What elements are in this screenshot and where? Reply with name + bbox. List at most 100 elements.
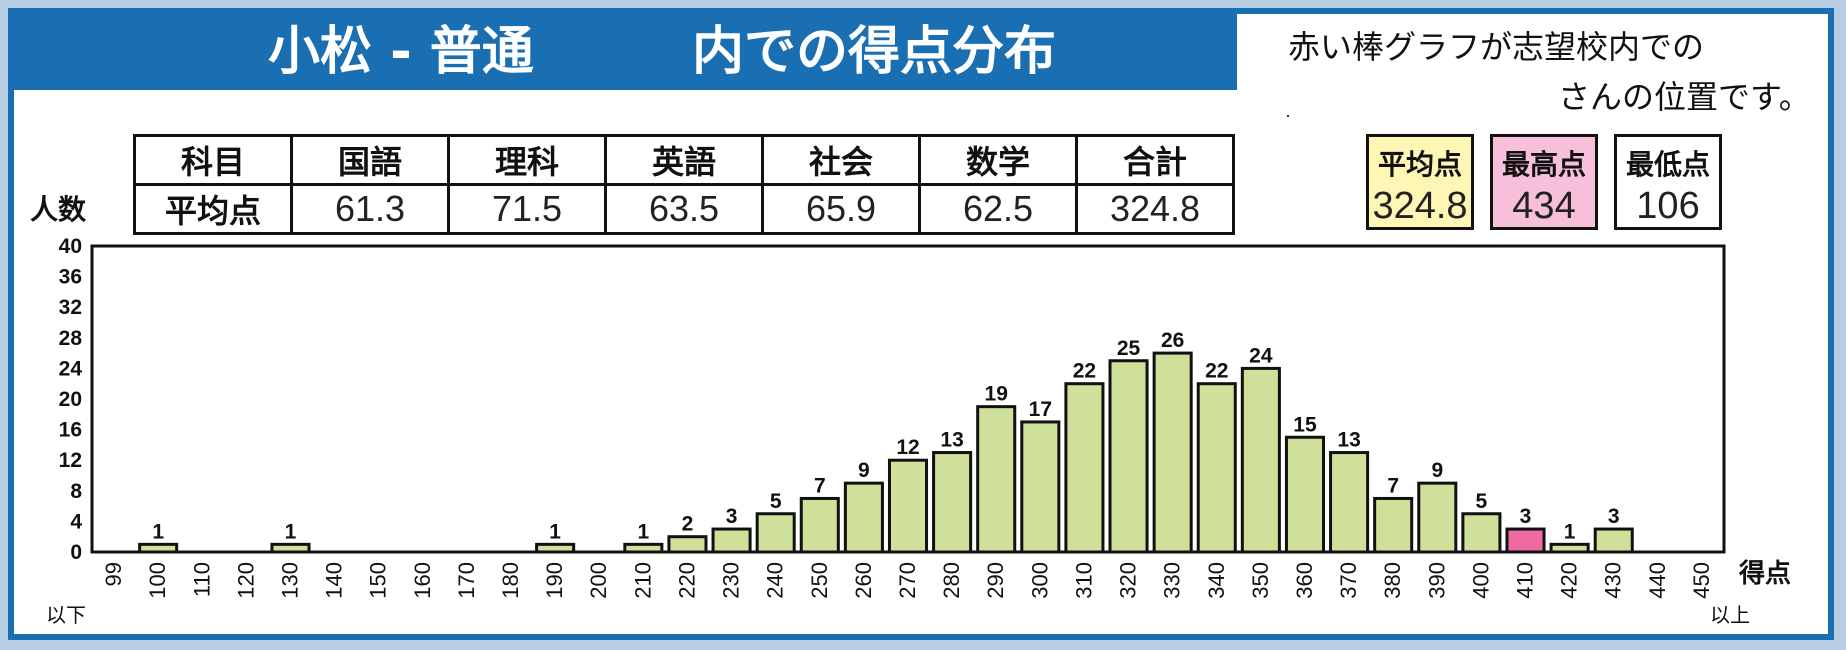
subject-english: 英語 [604,134,764,186]
data-label-350: 24 [1249,344,1273,367]
highest-score-label: 最高点 [1501,148,1586,181]
average-japanese: 61.3 [290,183,450,235]
subject-math: 数学 [918,134,1078,186]
x-tick-label: 160 [410,562,435,599]
average-row: 平均点 61.3 71.5 63.5 65.9 62.5 324.8 [133,183,1235,235]
average-total: 324.8 [1075,183,1235,235]
data-label-420: 1 [1564,520,1576,543]
x-tick-label: 370 [1336,562,1361,599]
x-tick-label: 320 [1116,562,1141,599]
y-tick-label: 12 [59,449,82,472]
x-tick-label: 200 [586,562,611,599]
data-label-130: 1 [285,520,297,543]
y-tick-label: 28 [59,327,83,350]
average-score-label: 平均点 [1377,148,1462,181]
average-social: 65.9 [761,183,921,235]
y-tick-label: 16 [59,419,82,442]
bar-270 [887,458,929,554]
x-tick-label: 100 [145,562,170,599]
x-tick-label: 360 [1292,562,1317,599]
x-tick-label: 310 [1071,562,1096,599]
data-label-220: 2 [682,513,694,536]
bar-260 [843,481,884,554]
highest-score-value: 434 [1512,185,1576,227]
below-label: 以下 [46,603,86,627]
x-tick-label: 250 [807,562,832,599]
average-score-value: 324.8 [1372,185,1468,227]
chart-subtitle: 内での得点分布 [692,22,1057,82]
x-tick-label: 260 [851,562,876,599]
x-tick-label: 350 [1248,562,1273,599]
data-label-360: 15 [1293,413,1317,436]
bar-410 [1505,527,1546,554]
average-score-box: 平均点 324.8 [1366,134,1474,230]
bar-230 [711,527,752,554]
x-tick-label: 390 [1424,562,1449,599]
x-tick-label: 150 [366,562,391,599]
data-label-240: 5 [770,490,782,513]
data-label-330: 26 [1161,329,1184,352]
data-label-430: 3 [1608,505,1620,528]
y-tick-label: 0 [70,541,82,564]
y-tick-label: 36 [59,266,82,289]
x-tick-label: 180 [498,562,523,599]
subject-social: 社会 [761,134,921,186]
x-tick-label: 270 [895,562,920,599]
lowest-score-label: 最低点 [1625,148,1710,181]
data-label-190: 1 [549,520,561,543]
x-tick-label: 440 [1645,562,1670,599]
highest-score-box: 最高点 434 [1490,134,1598,230]
x-tick-label: 220 [674,562,699,599]
x-axis-label: 得点 [1738,558,1791,589]
y-tick-label: 4 [70,510,82,533]
x-tick-label: 230 [719,562,744,599]
data-label-340: 22 [1205,360,1228,383]
y-tick-label: 8 [70,480,82,503]
bar-290 [976,405,1017,554]
legend-note-line2: さんの位置です。 [1558,78,1811,116]
bar-300 [1020,420,1061,554]
y-tick-label: 24 [59,357,83,380]
data-label-230: 3 [726,505,738,528]
data-label-100: 1 [152,520,164,543]
average-english: 63.5 [604,183,764,235]
bar-310 [1064,382,1105,554]
bar-370 [1329,451,1370,554]
data-label-290: 19 [985,383,1008,406]
lowest-score-value: 106 [1636,185,1700,227]
data-label-380: 7 [1387,474,1399,497]
data-label-400: 5 [1476,490,1488,513]
data-label-370: 13 [1337,429,1360,452]
bar-320 [1108,359,1149,554]
x-tick-label: 300 [1027,562,1052,599]
average-science: 71.5 [447,183,607,235]
x-tick-label: 120 [233,562,258,599]
bar-430 [1593,527,1634,554]
x-tick-label: 280 [939,562,964,599]
bar-280 [932,451,973,554]
x-tick-label: 210 [630,562,655,599]
x-tick-label: 130 [277,562,302,599]
x-tick-label: 410 [1513,562,1538,599]
subject-header-row: 科目 国語 理科 英語 社会 数学 合計 [133,134,1235,186]
school-name: 小松 - 普通 [268,22,534,82]
x-tick-label: 450 [1689,562,1714,599]
title-bar: 小松 - 普通 内での得点分布 [14,14,1237,90]
x-tick-label: 110 [189,562,214,597]
average-math: 62.5 [918,183,1078,235]
y-tick-label: 32 [59,296,82,319]
x-tick-label: 330 [1160,562,1185,599]
lowest-score-box: 最低点 106 [1614,134,1722,230]
x-tick-label: 290 [983,562,1008,599]
x-tick-label: 400 [1468,562,1493,599]
x-tick-label: 380 [1380,562,1405,599]
x-tick-label: 430 [1601,562,1626,599]
x-tick-label: 190 [542,562,567,599]
subject-japanese: 国語 [290,134,450,186]
bar-380 [1373,496,1414,554]
bar-220 [667,535,708,554]
data-label-260: 9 [858,459,870,482]
x-tick-label: 99 [101,562,126,586]
x-tick-label: 140 [322,562,347,599]
